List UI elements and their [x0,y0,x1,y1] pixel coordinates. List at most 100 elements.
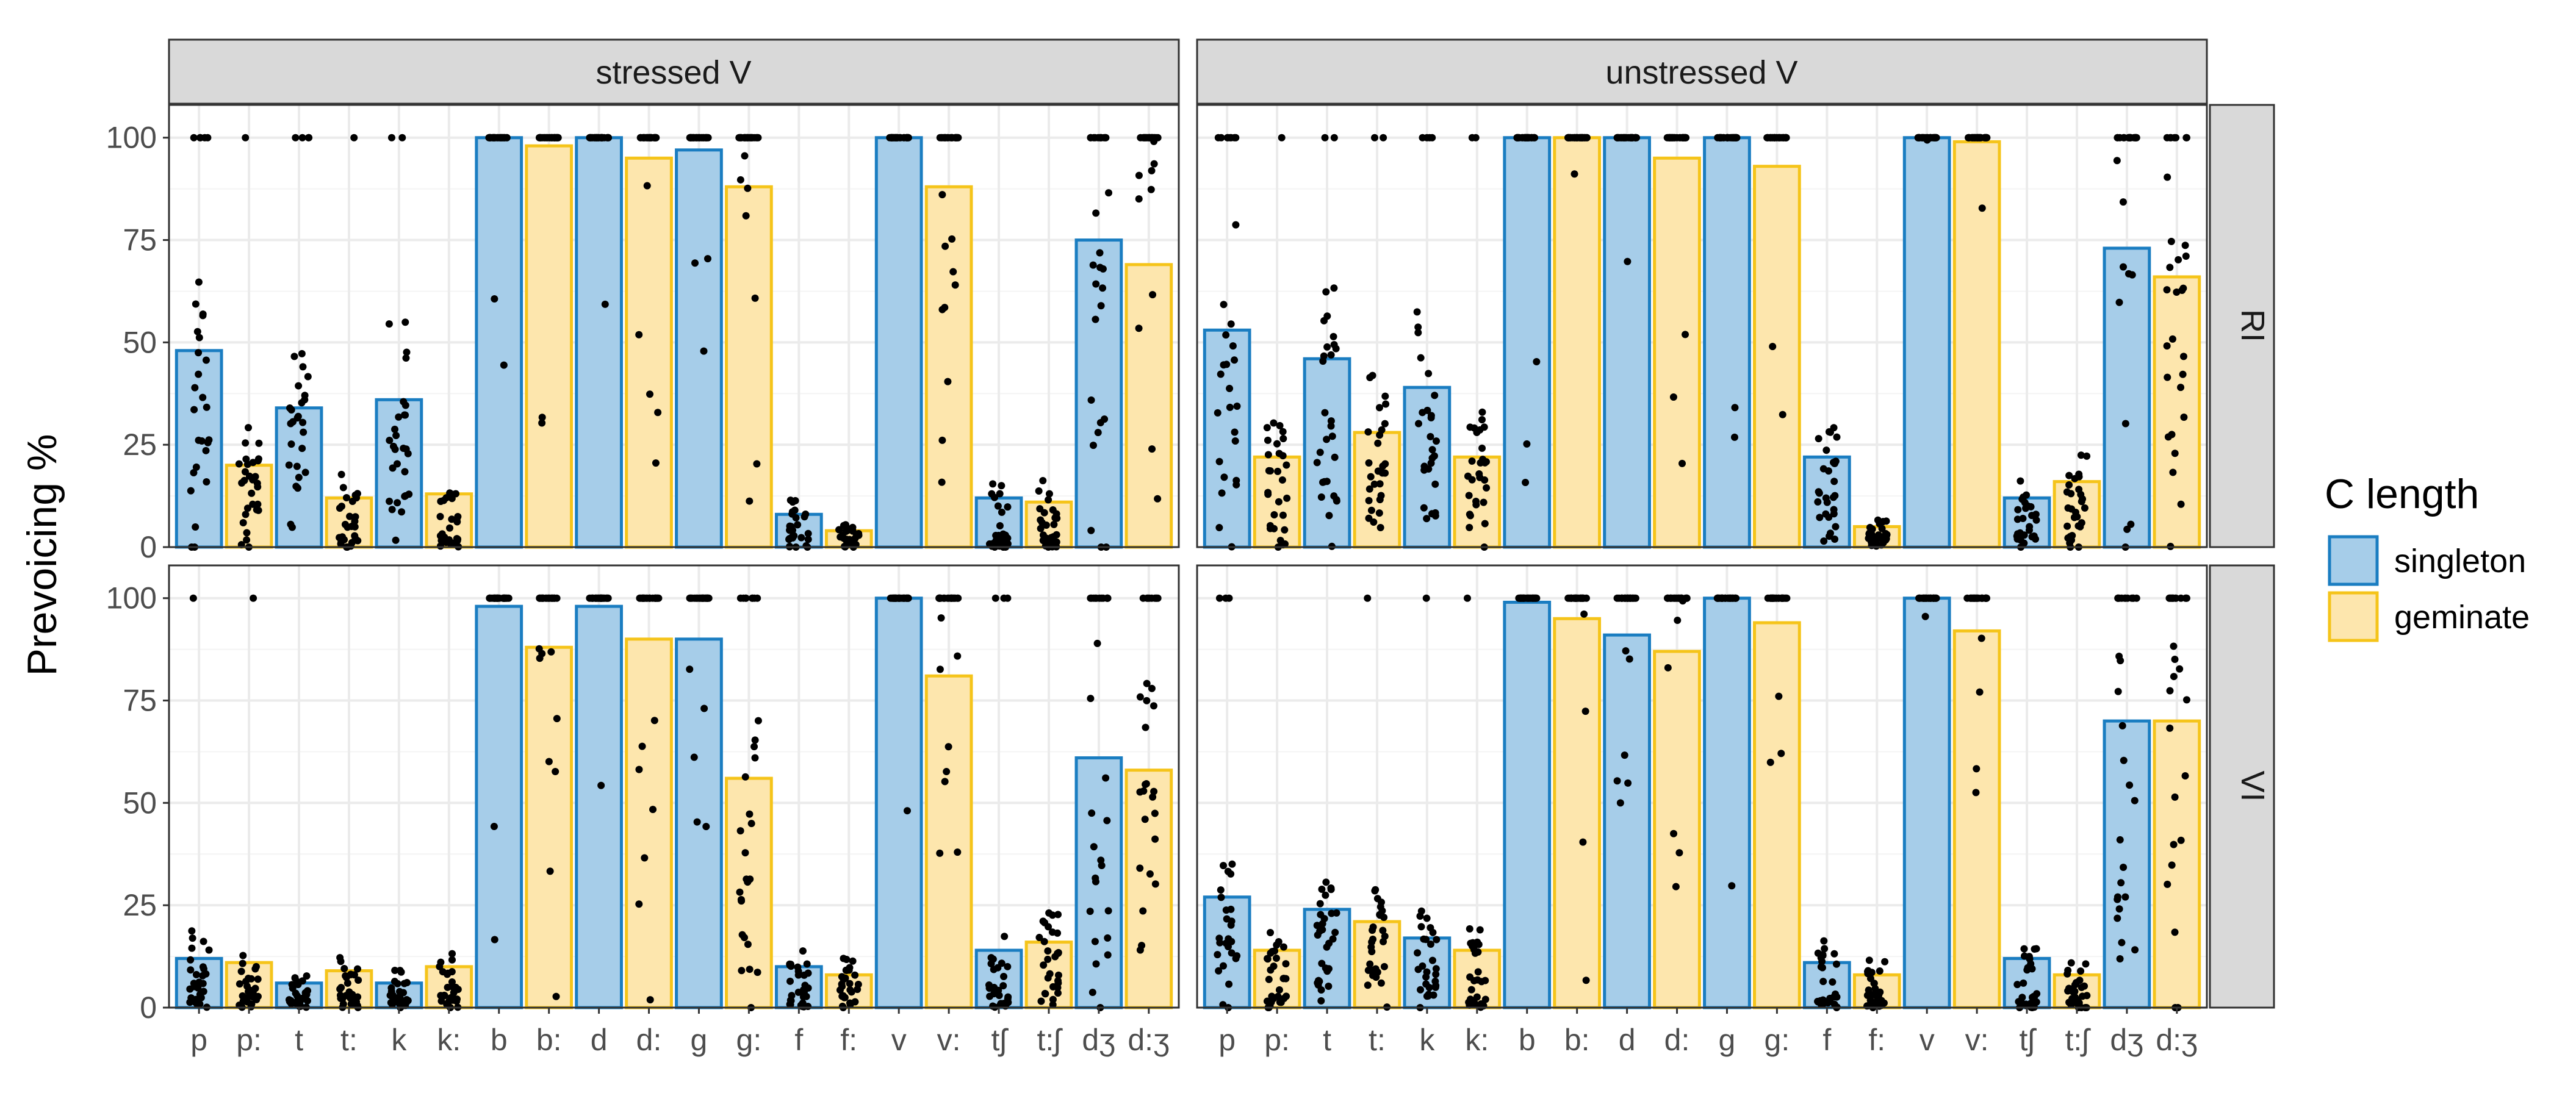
data-point [2076,523,2084,531]
data-point [996,490,1004,498]
data-point [2027,503,2035,511]
data-point [1041,919,1049,926]
data-point [643,182,651,190]
data-point [650,717,658,725]
x-tick-label: d: [1664,1023,1690,1057]
data-point [736,176,744,184]
data-point [1473,993,1481,1001]
data-point [1045,909,1053,917]
data-point [287,440,295,448]
data-point [1428,956,1436,964]
data-point [1097,856,1105,864]
data-point [1621,751,1628,759]
bar-d-unstressed-V-VI [1603,633,1651,1009]
data-point [746,875,754,883]
data-point [1481,995,1489,1003]
data-point [1035,934,1043,942]
data-point [1820,937,1828,945]
data-point [340,536,348,543]
data-point [736,888,744,896]
data-point [1483,484,1491,492]
data-point [293,992,301,1000]
data-point [1372,886,1380,894]
data-point [2177,384,2185,392]
bar-p-stressed-V-RI [174,349,223,549]
data-point [1279,511,1287,519]
data-point [299,418,307,426]
data-point [693,818,701,826]
data-point [1368,938,1376,946]
data-point [1776,134,1784,142]
data-point [199,312,207,320]
data-point [1669,393,1677,401]
data-point [896,134,904,142]
data-point [2013,981,2021,989]
data-point [1264,436,1272,444]
data-point [841,521,849,529]
y-tick-label: 25 [123,428,157,462]
data-point [1278,134,1286,142]
data-point [1142,723,1149,731]
data-point [700,347,708,355]
data-point [835,526,843,534]
y-axis-title: Prevoicing % [19,434,65,676]
data-point [1045,490,1053,498]
data-point [846,980,854,987]
data-point [1430,991,1437,999]
data-point [1364,594,1372,602]
x-tick-label: v [1919,1023,1935,1057]
x-tick-label: t:ʃ [1037,1023,1063,1057]
data-point [2181,772,2189,780]
data-point [1413,308,1421,316]
data-point [1226,403,1234,411]
data-point [1381,460,1389,468]
data-point [2123,525,2131,533]
data-point [1474,948,1482,956]
data-point [1919,594,1927,602]
data-point [1364,981,1372,989]
data-point [1427,923,1434,931]
data-point [1977,634,1985,642]
x-tick-label: b [1519,1023,1536,1057]
data-point [1666,594,1674,602]
data-point [851,971,859,979]
data-point [544,594,552,602]
data-point [1105,189,1113,197]
data-point [301,392,309,400]
data-point [1232,221,1240,229]
data-point [1267,929,1275,937]
bar-b:-stressed-V-VI [525,645,574,1009]
data-point [1478,444,1486,452]
data-point [1216,939,1224,947]
data-point [388,506,396,514]
data-point [854,986,862,994]
data-point [254,500,262,508]
data-point [1041,989,1049,997]
data-point [1879,518,1887,526]
data-point [1427,941,1434,948]
data-point [999,982,1007,990]
panel-border [1196,564,2208,1009]
data-point [1818,958,1826,966]
data-point [2014,506,2022,514]
data-point [254,506,262,514]
data-point [445,524,453,532]
data-point [1039,477,1047,485]
bar-v-stressed-V-RI [874,136,923,549]
data-point [394,980,401,987]
data-point [936,849,944,857]
data-point [1223,915,1231,923]
data-point [1048,534,1056,542]
data-point [1615,134,1623,142]
data-point [1279,428,1287,435]
data-point [1329,935,1337,943]
data-point [1419,134,1427,142]
data-point [2032,516,2040,524]
data-point [347,970,354,978]
data-point [536,134,544,142]
data-point [1325,982,1333,990]
data-point [195,370,203,378]
data-point [1263,424,1271,432]
data-point [1037,525,1045,532]
data-point [2119,198,2127,206]
